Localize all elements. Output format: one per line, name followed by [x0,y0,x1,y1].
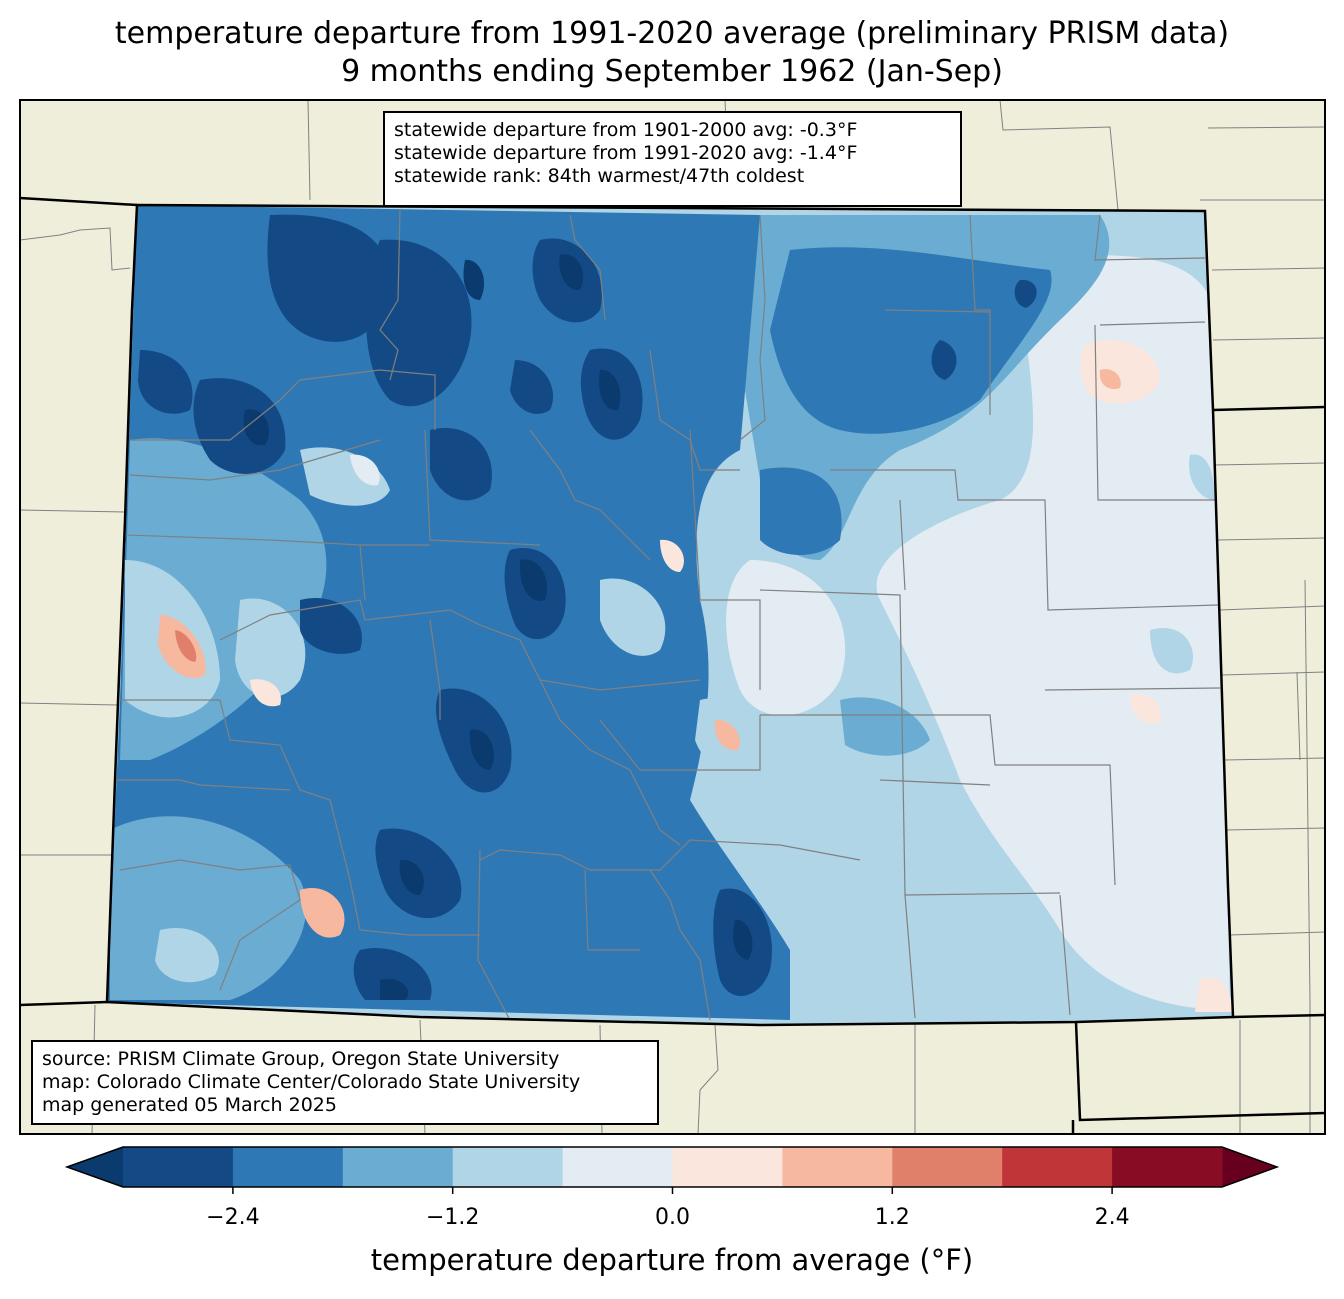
stats-line-1991-2020: statewide departure from 1991-2020 avg: … [394,142,858,164]
colorbar-bin [782,1147,893,1187]
county-lines [115,209,1221,1021]
colorbar-over-arrow [1222,1147,1277,1187]
colorbar-tick-label: −1.2 [425,1205,480,1230]
colorbar-tick-label: 0.0 [655,1205,690,1230]
colorbar [64,1146,1280,1194]
colorbar-tick-label: −2.4 [206,1205,260,1230]
colorbar-under-arrow [67,1147,123,1187]
stats-line-1901-2000: statewide departure from 1901-2000 avg: … [394,119,858,141]
colorbar-bin [123,1147,234,1187]
colorbar-bin [1002,1147,1113,1187]
map-title-line2: 9 months ending September 1962 (Jan-Sep) [341,54,1003,89]
colorbar-bin [562,1147,673,1187]
map-frame [19,99,1326,1135]
colorbar-tick-label: 1.2 [874,1205,910,1230]
stats-line-rank: statewide rank: 84th warmest/47th coldes… [394,165,805,187]
credits-box: source: PRISM Climate Group, Oregon Stat… [31,1040,659,1125]
colorbar-tick-label: 2.4 [1094,1205,1130,1230]
colorbar-title: temperature departure from average (°F) [370,1243,974,1277]
map-title-line1: temperature departure from 1991-2020 ave… [114,16,1230,51]
credits-source: source: PRISM Climate Group, Oregon Stat… [42,1048,560,1070]
colorbar-bin [672,1147,783,1187]
colorbar-bin [452,1147,564,1187]
colorbar-bin [232,1147,344,1187]
state-borders [20,196,1325,1134]
colorbar-bin [892,1147,1003,1187]
credits-map: map: Colorado Climate Center/Colorado St… [42,1071,581,1093]
statewide-stats-box: statewide departure from 1901-2000 avg: … [383,111,962,207]
temperature-field [107,205,1233,1025]
credits-generated: map generated 05 March 2025 [42,1094,337,1116]
colorbar-bin [1112,1147,1223,1187]
colorbar-outline [64,1146,1280,1188]
colorbar-bin [342,1147,454,1187]
